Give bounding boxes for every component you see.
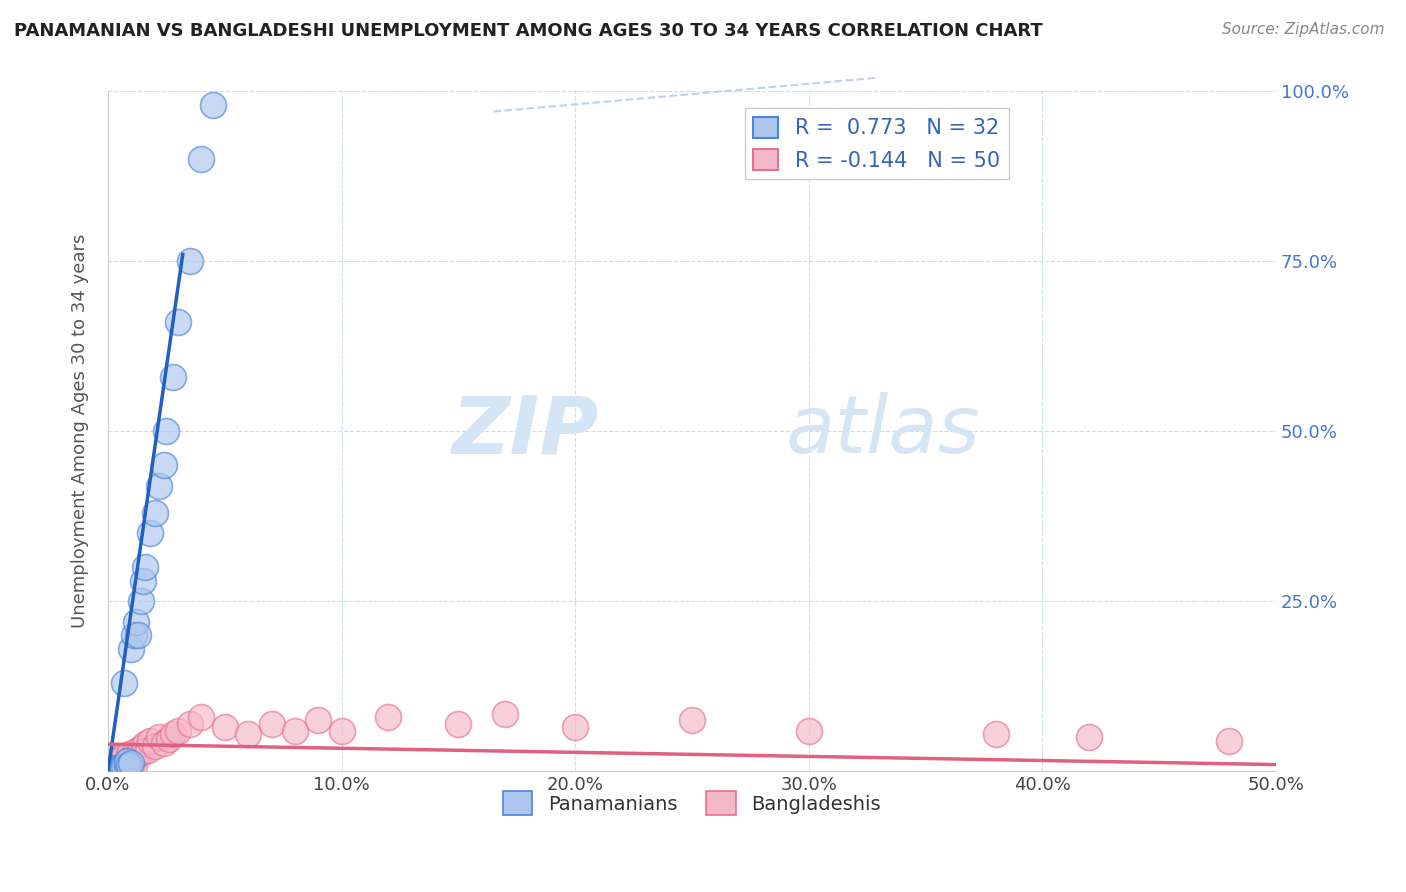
Point bbox=[125, 615, 148, 629]
Point bbox=[127, 628, 149, 642]
Point bbox=[202, 97, 225, 112]
Point bbox=[105, 756, 128, 771]
Point bbox=[112, 676, 135, 690]
Point bbox=[105, 760, 128, 774]
Point bbox=[108, 760, 131, 774]
Point bbox=[112, 759, 135, 773]
Point bbox=[136, 742, 159, 756]
Point bbox=[118, 747, 141, 762]
Point bbox=[104, 762, 127, 776]
Point bbox=[167, 723, 190, 738]
Point bbox=[129, 594, 152, 608]
Point bbox=[111, 759, 134, 773]
Point bbox=[101, 761, 124, 775]
Y-axis label: Unemployment Among Ages 30 to 34 years: Unemployment Among Ages 30 to 34 years bbox=[72, 234, 89, 629]
Point bbox=[139, 733, 162, 747]
Point bbox=[104, 762, 127, 776]
Point bbox=[162, 369, 184, 384]
Point bbox=[111, 761, 134, 775]
Point bbox=[101, 757, 124, 772]
Point bbox=[129, 740, 152, 755]
Point bbox=[284, 723, 307, 738]
Point bbox=[148, 731, 170, 745]
Legend: Panamanians, Bangladeshis: Panamanians, Bangladeshis bbox=[495, 783, 889, 823]
Point bbox=[125, 744, 148, 758]
Text: atlas: atlas bbox=[786, 392, 980, 470]
Point bbox=[134, 560, 156, 574]
Point bbox=[139, 526, 162, 541]
Point bbox=[143, 506, 166, 520]
Point bbox=[1218, 733, 1240, 747]
Point bbox=[115, 760, 138, 774]
Point bbox=[122, 628, 145, 642]
Point bbox=[120, 756, 142, 771]
Point bbox=[167, 315, 190, 329]
Point bbox=[115, 754, 138, 768]
Point bbox=[108, 762, 131, 776]
Text: PANAMANIAN VS BANGLADESHI UNEMPLOYMENT AMONG AGES 30 TO 34 YEARS CORRELATION CHA: PANAMANIAN VS BANGLADESHI UNEMPLOYMENT A… bbox=[14, 22, 1043, 40]
Point bbox=[260, 716, 283, 731]
Point bbox=[112, 760, 135, 774]
Point bbox=[104, 761, 127, 775]
Point bbox=[162, 727, 184, 741]
Point bbox=[132, 745, 155, 759]
Point bbox=[143, 739, 166, 753]
Point bbox=[214, 720, 236, 734]
Point bbox=[681, 714, 703, 728]
Text: ZIP: ZIP bbox=[451, 392, 599, 470]
Point bbox=[134, 737, 156, 751]
Point bbox=[377, 710, 399, 724]
Point bbox=[155, 424, 177, 438]
Point bbox=[115, 759, 138, 773]
Point bbox=[108, 751, 131, 765]
Point bbox=[122, 757, 145, 772]
Point bbox=[120, 759, 142, 773]
Point bbox=[494, 706, 516, 721]
Point bbox=[179, 716, 201, 731]
Point bbox=[127, 747, 149, 762]
Point bbox=[115, 754, 138, 768]
Point bbox=[111, 752, 134, 766]
Point bbox=[236, 727, 259, 741]
Point bbox=[157, 731, 180, 746]
Point bbox=[190, 710, 212, 724]
Point bbox=[118, 758, 141, 772]
Point bbox=[98, 763, 121, 777]
Point bbox=[101, 762, 124, 776]
Point bbox=[132, 574, 155, 588]
Point bbox=[564, 720, 586, 734]
Text: Source: ZipAtlas.com: Source: ZipAtlas.com bbox=[1222, 22, 1385, 37]
Point bbox=[98, 762, 121, 776]
Point bbox=[984, 727, 1007, 741]
Point bbox=[190, 152, 212, 166]
Point bbox=[148, 479, 170, 493]
Point bbox=[153, 458, 176, 473]
Point bbox=[112, 749, 135, 764]
Point bbox=[104, 754, 127, 768]
Point bbox=[307, 714, 329, 728]
Point bbox=[153, 736, 176, 750]
Point bbox=[120, 751, 142, 765]
Point bbox=[447, 716, 470, 731]
Point bbox=[111, 759, 134, 773]
Point bbox=[179, 254, 201, 268]
Point bbox=[1078, 731, 1101, 745]
Point bbox=[108, 761, 131, 775]
Point bbox=[118, 757, 141, 772]
Point bbox=[797, 723, 820, 738]
Point bbox=[330, 723, 353, 738]
Point bbox=[105, 762, 128, 776]
Point bbox=[120, 642, 142, 657]
